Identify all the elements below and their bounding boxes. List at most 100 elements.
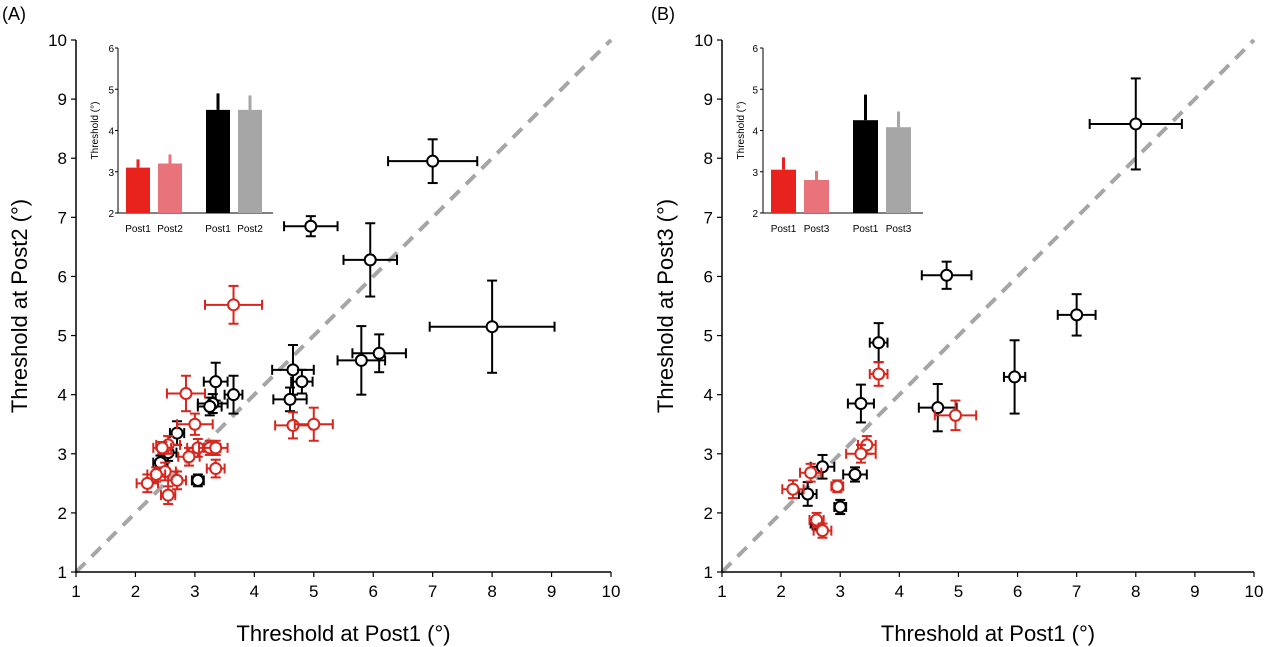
data-marker: [1070, 308, 1084, 322]
inset-bar: [853, 120, 878, 213]
data-marker: [209, 441, 223, 455]
data-point: [336, 325, 387, 396]
data-point: [797, 481, 818, 507]
inset-bar: [804, 180, 829, 213]
y-tick-label: 7: [58, 208, 67, 227]
y-tick-label: 9: [704, 90, 713, 109]
inset-y-tick-label: 6: [108, 44, 114, 55]
data-point: [290, 368, 314, 395]
x-tick-label: 10: [1245, 582, 1264, 601]
inset-y-tick-label: 6: [752, 44, 758, 55]
y-tick-label: 10: [694, 31, 713, 50]
inset-y-axis-title: Threshold (°): [90, 102, 101, 160]
panel-a: (A) 1 2 3 4 5 6 7 8 9 10 1 2 3 4 5 6 7 8 9 10 Threshold at Po…: [2, 4, 620, 646]
x-tick-label: 6: [1013, 582, 1022, 601]
x-axis-title: Threshold at Post1 (°): [236, 621, 450, 646]
panel-b: (B) 1 2 3 4 5 6 7 8 9 10 1 2 3 4 5 6 7 8 9 10 Threshold at Po…: [651, 4, 1263, 646]
data-point: [830, 479, 845, 494]
data-marker: [227, 298, 241, 312]
y-tick-label: 1: [58, 563, 67, 582]
data-point: [1088, 77, 1183, 171]
data-marker: [815, 460, 829, 474]
y-tick-label: 3: [58, 445, 67, 464]
inset-bar: [238, 109, 262, 213]
inset-bar-label: Post1: [205, 224, 231, 235]
x-tick-label: 8: [1131, 582, 1140, 601]
inset-bar-chart: 2 3 4 5 6 Threshold (°) Post1 Post3 Post1 Post3: [736, 44, 923, 235]
y-tick-label: 10: [48, 31, 67, 50]
y-tick-label: 7: [704, 208, 713, 227]
data-marker: [815, 524, 829, 538]
inset-bar: [206, 109, 230, 213]
y-tick-label: 8: [704, 149, 713, 168]
data-marker: [286, 418, 300, 432]
y-tick-label: 1: [704, 563, 713, 582]
data-marker: [485, 320, 499, 334]
data-point: [160, 485, 177, 506]
data-marker: [372, 346, 386, 360]
data-point: [205, 458, 226, 479]
data-marker: [179, 386, 193, 400]
x-tick-label: 5: [309, 582, 318, 601]
data-marker: [140, 476, 154, 490]
inset-bar: [771, 169, 796, 213]
x-tick-label: 1: [717, 582, 726, 601]
inset-y-tick-label: 5: [108, 85, 114, 96]
x-axis-title: Threshold at Post1 (°): [881, 621, 1095, 646]
inset-bar-chart: 2 3 4 5 6 Threshold (°) Post1 Post2 Post1 Post2: [90, 44, 273, 235]
x-tick-label: 10: [602, 582, 621, 601]
data-marker: [283, 392, 297, 406]
data-point: [283, 215, 339, 238]
inset-y-axis-title: Threshold (°): [736, 102, 747, 160]
inset-bar-label: Post1: [771, 224, 797, 235]
inset-bar-label: Post1: [125, 224, 151, 235]
data-point: [202, 439, 229, 456]
data-marker: [170, 426, 184, 440]
data-point: [167, 470, 187, 491]
data-point: [845, 443, 877, 464]
data-point: [223, 374, 244, 415]
data-marker: [304, 219, 318, 233]
identity-line: [74, 38, 613, 574]
y-axis-title: Threshold at Post2 (°): [7, 199, 32, 413]
data-point: [177, 446, 201, 467]
data-marker: [209, 462, 223, 476]
data-point: [203, 284, 264, 325]
x-tick-label: 7: [428, 582, 437, 601]
y-tick-label: 5: [704, 327, 713, 346]
data-marker: [307, 417, 321, 431]
x-tick-label: 5: [954, 582, 963, 601]
inset-y-tick-label: 3: [108, 168, 114, 179]
inset-y-tick-label: 3: [752, 168, 758, 179]
data-marker: [1129, 117, 1143, 131]
x-tick-label: 9: [1190, 582, 1199, 601]
data-marker: [872, 367, 886, 381]
data-point: [846, 383, 875, 424]
data-point: [293, 406, 334, 442]
x-tick-label: 9: [547, 582, 556, 601]
data-point: [274, 411, 312, 440]
y-tick-label: 3: [704, 445, 713, 464]
data-point: [842, 466, 868, 483]
y-tick-label: 6: [58, 267, 67, 286]
data-marker: [854, 447, 868, 461]
data-point: [387, 138, 479, 185]
data-point: [176, 412, 214, 436]
data-marker: [170, 473, 184, 487]
x-tick-label: 6: [368, 582, 377, 601]
x-tick-label: 1: [71, 582, 80, 601]
y-tick-label: 6: [704, 267, 713, 286]
y-tick-label: 2: [58, 504, 67, 523]
inset-bar-label: Post2: [157, 224, 183, 235]
x-tick-label: 8: [487, 582, 496, 601]
inset-y-tick-label: 5: [752, 85, 758, 96]
x-tick-label: 7: [1072, 582, 1081, 601]
y-tick-label: 5: [58, 327, 67, 346]
data-marker: [161, 488, 175, 502]
panel-label: (B): [651, 4, 675, 24]
data-point: [833, 498, 848, 516]
data-point: [190, 473, 205, 488]
data-point: [272, 386, 308, 413]
data-marker: [191, 473, 205, 487]
data-point: [342, 222, 398, 298]
